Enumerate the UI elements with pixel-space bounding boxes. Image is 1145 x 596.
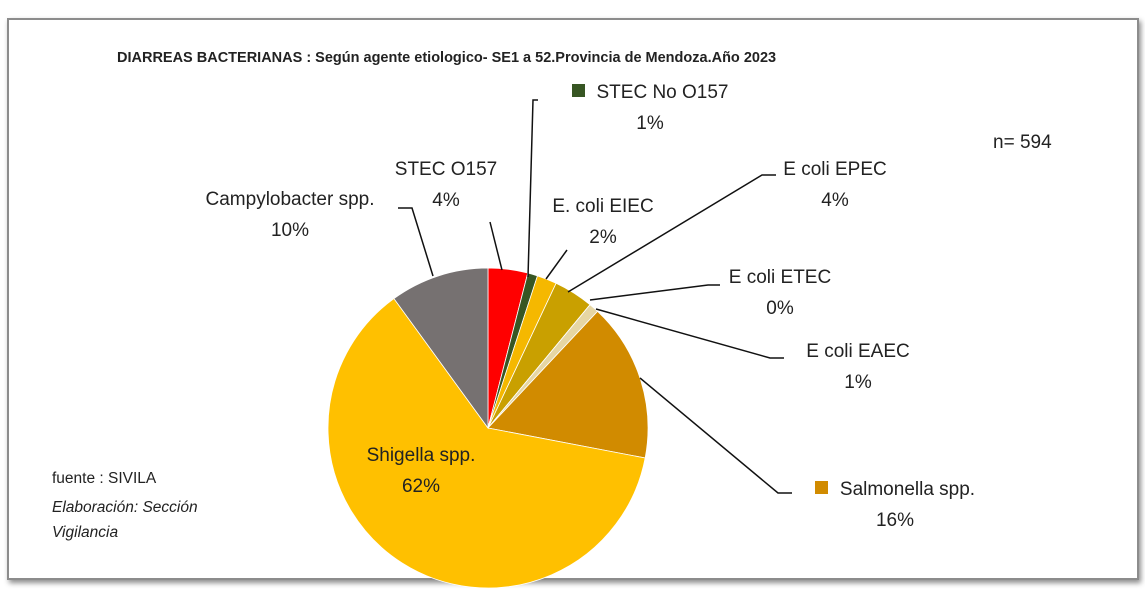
- value-label: 16%: [875, 510, 915, 531]
- value-label: 10%: [270, 220, 310, 241]
- value-label: 0%: [766, 298, 794, 319]
- category-label: E coli EAEC: [806, 341, 910, 362]
- category-label: STEC O157: [394, 159, 498, 180]
- label-line: E coli ETEC: [700, 262, 860, 293]
- leader-line: [398, 207, 434, 277]
- data-label: E coli EAEC 1%: [778, 336, 938, 398]
- pie-slice: [327, 297, 646, 589]
- pie-slice: [393, 267, 489, 430]
- category-label: E coli ETEC: [728, 267, 832, 288]
- credit: Elaboración: Sección Vigilancia: [52, 499, 198, 541]
- legend-marker: [814, 481, 828, 494]
- label-line: E. coli EIEC: [523, 191, 683, 222]
- label-line: STEC No O157: [540, 77, 760, 108]
- label-line: Shigella spp.: [321, 440, 521, 471]
- leader-line: [567, 174, 776, 293]
- data-label: Shigella spp. 62%: [321, 440, 521, 502]
- leader-line: [589, 284, 720, 301]
- label-line: Salmonella spp.: [780, 474, 1010, 505]
- data-label: STEC No O157 1%: [540, 77, 760, 139]
- value-label: 4%: [821, 190, 849, 211]
- data-label: E coli ETEC 0%: [700, 262, 860, 324]
- value-label: 1%: [636, 113, 664, 134]
- label-line: E coli EAEC: [778, 336, 938, 367]
- leader-line: [527, 99, 538, 278]
- category-label: STEC No O157: [596, 82, 729, 103]
- label-line: STEC O157: [386, 154, 506, 185]
- category-label: Salmonella spp.: [839, 479, 976, 500]
- leader-line: [489, 221, 503, 271]
- data-label: Salmonella spp. 16%: [780, 474, 1010, 536]
- data-label: Campylobacter spp. 10%: [205, 184, 375, 246]
- data-label: E coli EPEC 4%: [755, 154, 915, 216]
- sample-size: n= 594: [993, 132, 1052, 153]
- data-label: E. coli EIEC 2%: [523, 191, 683, 253]
- leader-line: [545, 249, 568, 280]
- value-label: 4%: [432, 190, 460, 211]
- category-label: E. coli EIEC: [552, 196, 654, 217]
- category-label: Campylobacter spp.: [205, 189, 375, 210]
- legend-marker: [571, 84, 585, 97]
- value-label: 62%: [401, 476, 441, 497]
- data-label: STEC O157 4%: [386, 154, 506, 216]
- chart-title: DIARREAS BACTERIANAS : Según agente etio…: [117, 50, 777, 66]
- label-line: Campylobacter spp.: [205, 184, 375, 215]
- leader-line: [595, 308, 784, 359]
- label-line: E coli EPEC: [755, 154, 915, 185]
- category-label: E coli EPEC: [783, 159, 887, 180]
- category-label: Shigella spp.: [366, 445, 476, 466]
- leader-line: [639, 377, 792, 494]
- value-label: 1%: [844, 372, 872, 393]
- value-label: 2%: [589, 227, 617, 248]
- source: fuente : SIVILA: [52, 470, 157, 487]
